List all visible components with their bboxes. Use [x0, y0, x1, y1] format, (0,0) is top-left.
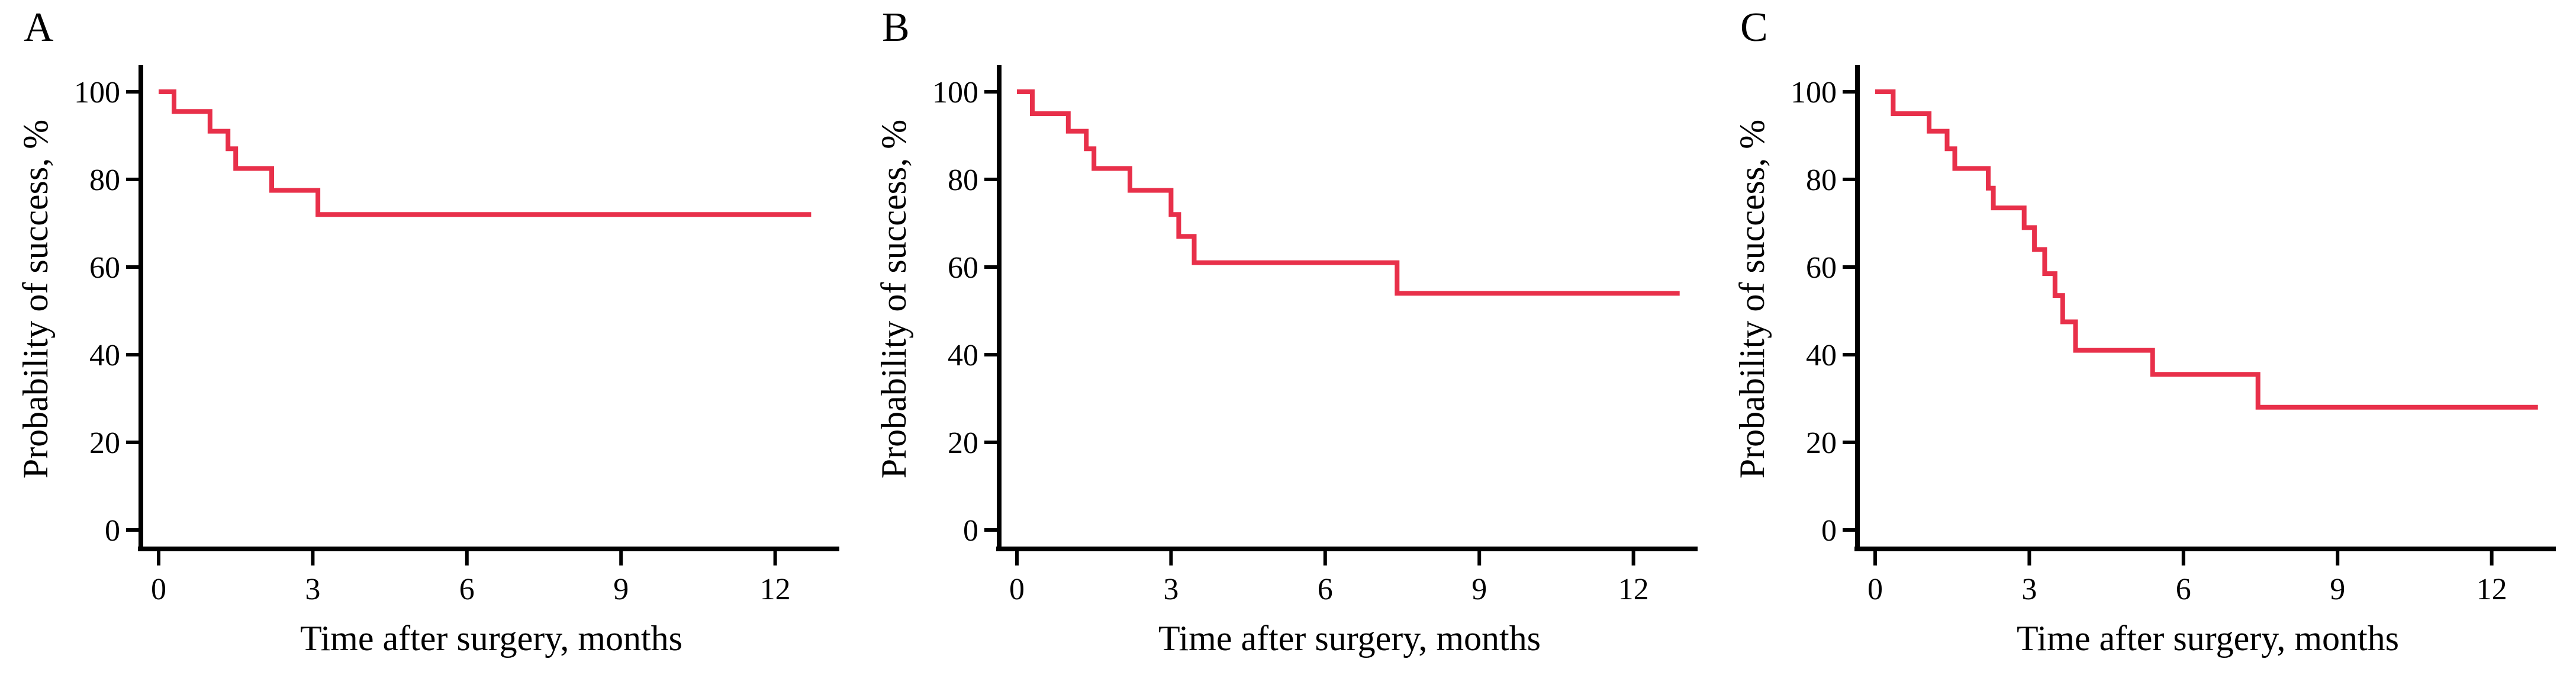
panel-a: A 0 20 40 60 80 100 0 3 6 9 12 Time after surgery, …	[0, 0, 858, 678]
x-tick-label-a: 12	[760, 573, 791, 606]
y-axis-title-b: Probability of success, %	[874, 120, 913, 479]
panel-b-letter: B	[882, 5, 910, 50]
x-tick-label-b: 3	[1163, 573, 1178, 606]
y-tick-label-b: 0	[963, 514, 978, 548]
y-tick-label-b: 60	[948, 251, 978, 285]
km-chart-a: 0 20 40 60 80 100 0 3 6 9 12 Time after surgery, mo…	[16, 65, 839, 658]
y-tick-label-a: 60	[89, 251, 120, 285]
y-tick-label-b: 100	[932, 76, 978, 110]
x-tick-label-a: 3	[305, 573, 320, 606]
km-chart-c: 0 20 40 60 80 100 0 3 6 9 12 Time after surgery, mo…	[1733, 65, 2556, 658]
survival-curve-c	[1875, 89, 2538, 410]
y-tick-label-b: 40	[948, 339, 978, 372]
y-tick-label-b: 20	[948, 426, 978, 460]
survival-curve-b	[1017, 89, 1680, 296]
panel-b: B 0 20 40 60 80 100 0 3 6 9 12 Time after surgery, …	[858, 0, 1717, 678]
panel-c: C 0 20 40 60 80 100 0 3 6 9 12 Time after surgery, …	[1717, 0, 2576, 678]
y-tick-label-c: 40	[1806, 339, 1837, 372]
x-axis-title-c: Time after surgery, months	[2017, 619, 2399, 658]
y-axis-title-c: Probability of success, %	[1733, 120, 1772, 479]
x-tick-label-c: 12	[2477, 573, 2507, 606]
panel-a-letter: A	[24, 5, 54, 50]
y-axis-title-a: Probability of success, %	[16, 120, 55, 479]
survival-curve-a	[159, 89, 812, 217]
x-axis-title-b: Time after surgery, months	[1158, 619, 1541, 658]
x-axis-title-a: Time after surgery, months	[300, 619, 682, 658]
y-tick-label-a: 100	[74, 76, 120, 110]
y-tick-label-a: 40	[89, 339, 120, 372]
x-tick-label-a: 0	[151, 573, 166, 606]
x-tick-label-b: 0	[1009, 573, 1025, 606]
y-tick-label-c: 80	[1806, 163, 1837, 197]
x-tick-label-c: 3	[2021, 573, 2037, 606]
y-tick-label-c: 100	[1791, 76, 1837, 110]
y-tick-label-a: 0	[105, 514, 120, 548]
y-tick-label-a: 80	[89, 163, 120, 197]
y-tick-label-c: 60	[1806, 251, 1837, 285]
x-tick-label-b: 6	[1318, 573, 1333, 606]
x-tick-label-a: 6	[459, 573, 475, 606]
x-tick-label-a: 9	[613, 573, 629, 606]
y-tick-label-c: 20	[1806, 426, 1837, 460]
panel-c-letter: C	[1740, 5, 1768, 50]
y-tick-label-a: 20	[89, 426, 120, 460]
y-tick-label-b: 80	[948, 163, 978, 197]
x-tick-label-b: 12	[1618, 573, 1649, 606]
y-tick-label-c: 0	[1821, 514, 1837, 548]
x-tick-label-c: 6	[2176, 573, 2191, 606]
x-tick-label-c: 0	[1867, 573, 1883, 606]
x-tick-label-c: 9	[2330, 573, 2345, 606]
km-chart-b: 0 20 40 60 80 100 0 3 6 9 12 Time after surgery, mo…	[874, 65, 1698, 658]
x-tick-label-b: 9	[1471, 573, 1487, 606]
